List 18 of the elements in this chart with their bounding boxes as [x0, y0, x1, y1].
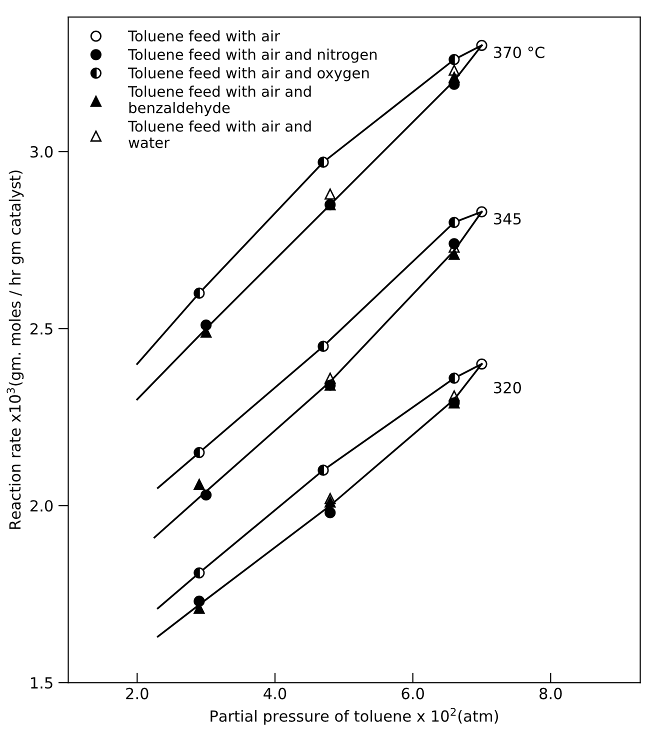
x-tick-label: 4.0: [264, 688, 286, 700]
x-tick-label: 2.0: [126, 688, 148, 700]
x-tick-label: 6.0: [402, 688, 424, 700]
legend-label: Toluene feed with air and water: [128, 120, 311, 148]
annotation: 370 °C: [494, 46, 544, 58]
legend-label: Toluene feed with air and benzaldehyde: [128, 86, 311, 116]
y-tick-label: 1.5: [31, 677, 52, 689]
y-tick-label: 2.5: [30, 323, 52, 335]
legend-label: Toluene feed with air and nitrogen: [128, 48, 377, 63]
annotation: 345: [494, 212, 521, 225]
annotation: 320: [494, 382, 521, 394]
legend-label: Toluene feed with air and oxygen: [128, 67, 369, 82]
x-axis-title: Partial pressure of toluene x 10$^{2}$(atm): [210, 708, 498, 725]
y-tick-label: 3.0: [30, 146, 53, 158]
y-axis-title: Reaction rate x10$^{3}$(gm. moles / hr gm catalyst): [6, 170, 24, 529]
y-tick-label: 2.0: [30, 500, 53, 512]
legend-label: Toluene feed with air: [128, 30, 280, 42]
x-tick-label: 8.0: [540, 688, 562, 700]
